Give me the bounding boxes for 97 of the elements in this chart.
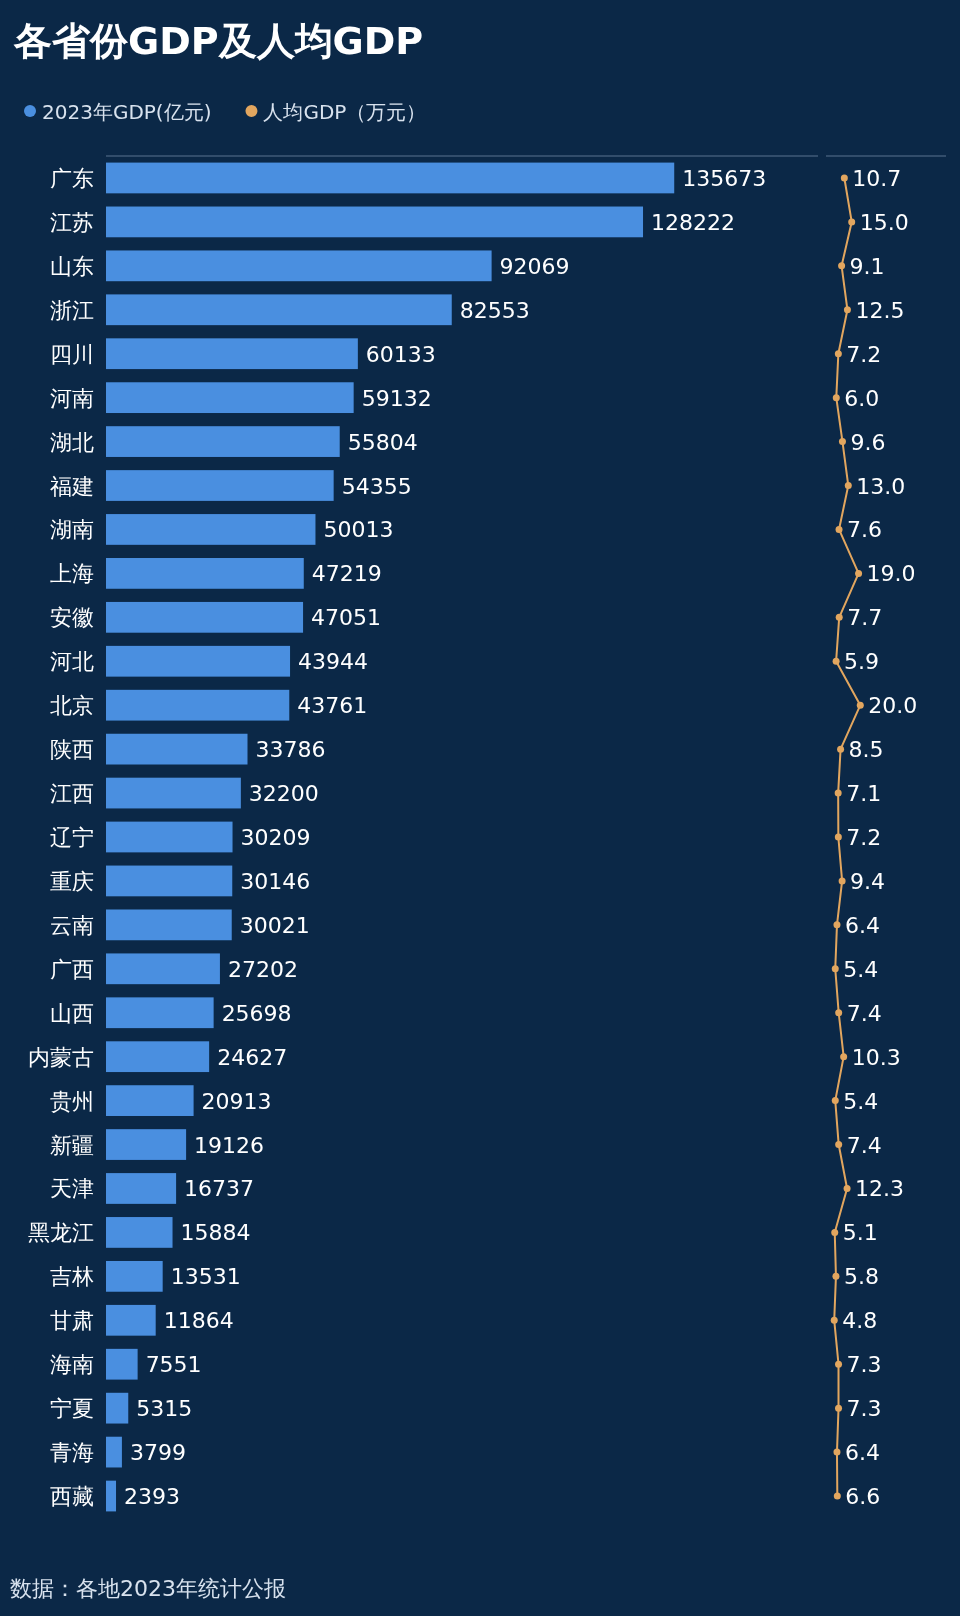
y-tick-label: 内蒙古 [28,1044,94,1070]
data-label: 43761 [297,693,368,719]
data-label: 13531 [170,1264,241,1290]
data-label: 8.5 [848,737,884,763]
y-tick-label: 青海 [50,1440,94,1466]
y-tick-label: 新疆 [50,1132,94,1158]
data-label: 16737 [184,1176,255,1202]
data-label: 32200 [248,781,319,807]
y-tick-label: 湖北 [50,429,94,455]
data-label: 6.4 [844,1440,880,1466]
y-tick-label: 重庆 [50,868,94,894]
data-label: 5.1 [842,1220,878,1246]
y-tick-label: 辽宁 [50,825,94,850]
data-label: 15.0 [859,209,909,235]
data-label: 27202 [227,956,298,982]
y-tick-label: 云南 [50,912,94,938]
y-tick-label: 广西 [50,956,94,982]
data-label: 6.0 [844,385,880,411]
data-label: 47219 [311,561,382,587]
data-label: 7.2 [846,341,882,367]
data-label: 47051 [311,605,382,631]
data-label: 5.4 [843,956,879,982]
y-tick-label: 四川 [50,341,94,367]
data-label: 6.6 [845,1484,881,1510]
data-label: 15884 [180,1220,251,1246]
data-label: 20913 [201,1088,272,1114]
y-tick-label: 山西 [50,1000,94,1026]
data-label: 4.8 [842,1308,878,1334]
y-tick-label: 北京 [50,693,94,719]
data-label: 59132 [361,385,432,411]
y-tick-label: 山东 [50,253,94,279]
y-tick-label: 福建 [50,473,94,499]
data-label: 19.0 [866,561,916,587]
y-tick-label: 河南 [50,385,94,411]
data-label: 3799 [129,1440,186,1466]
data-label: 50013 [323,517,394,543]
data-label: 12.3 [855,1176,905,1202]
data-label: 82553 [459,297,530,323]
data-label: 55804 [347,429,418,455]
data-label: 25698 [221,1000,292,1026]
data-label: 128222 [651,209,736,235]
y-tick-label: 天津 [50,1176,94,1202]
y-tick-label: 浙江 [50,297,94,323]
chart-title: 各省份GDP及人均GDP [13,19,424,63]
y-tick-label: 宁夏 [50,1396,94,1422]
y-tick-label: 西藏 [50,1484,94,1510]
data-label: 9.6 [850,429,886,455]
data-label: 5.4 [843,1088,879,1114]
data-label: 7551 [145,1352,202,1378]
data-label: 7.1 [846,781,882,807]
text: 数据：各地2023年统计公报 [10,1576,286,1601]
data-label: 54355 [341,473,412,499]
data-label: 135673 [682,165,767,191]
y-tick-label: 吉林 [50,1264,94,1290]
data-label: 5.8 [843,1264,879,1290]
y-tick-label: 安徽 [50,605,94,631]
data-label: 9.1 [849,253,885,279]
data-label: 7.4 [846,1000,882,1026]
data-label: 12.5 [855,297,905,323]
y-tick-label: 江西 [50,781,94,807]
data-label: 6.4 [844,912,880,938]
y-tick-label: 上海 [50,561,94,587]
data-label: 43944 [298,649,369,675]
data-label: 30146 [240,868,311,894]
data-label: 7.4 [846,1132,882,1158]
data-label: 7.2 [846,825,882,850]
data-label: 7.3 [846,1396,882,1422]
data-label: 92069 [499,253,570,279]
data-label: 30209 [240,825,311,850]
data-label: 9.4 [850,868,886,894]
data-label: 24627 [217,1044,288,1070]
data-label: 5315 [136,1396,193,1422]
data-label: 7.7 [847,605,883,631]
data-label: 2393 [124,1484,181,1510]
y-tick-label: 江苏 [50,209,94,235]
y-tick-label: 贵州 [50,1088,94,1114]
data-label: 33786 [255,737,326,763]
data-label: 30021 [239,912,310,938]
data-label: 10.7 [852,165,902,191]
legend-label: 人均GDP（万元） [263,100,427,124]
data-label: 20.0 [868,693,918,719]
y-tick-label: 陕西 [50,737,94,763]
data-label: 19126 [194,1132,265,1158]
y-tick-label: 海南 [50,1352,94,1378]
data-label: 60133 [365,341,436,367]
data-label: 7.3 [846,1352,882,1378]
y-tick-label: 河北 [50,649,94,675]
y-tick-label: 黑龙江 [28,1220,94,1246]
data-label: 10.3 [851,1044,901,1070]
data-label: 13.0 [856,473,906,499]
y-tick-label: 广东 [50,165,94,191]
y-tick-label: 甘肃 [50,1308,94,1334]
legend-label: 2023年GDP(亿元) [42,100,212,124]
y-tick-label: 湖南 [50,517,94,543]
data-label: 5.9 [844,649,880,675]
data-label: 11864 [163,1308,234,1334]
data-label: 7.6 [847,517,883,543]
